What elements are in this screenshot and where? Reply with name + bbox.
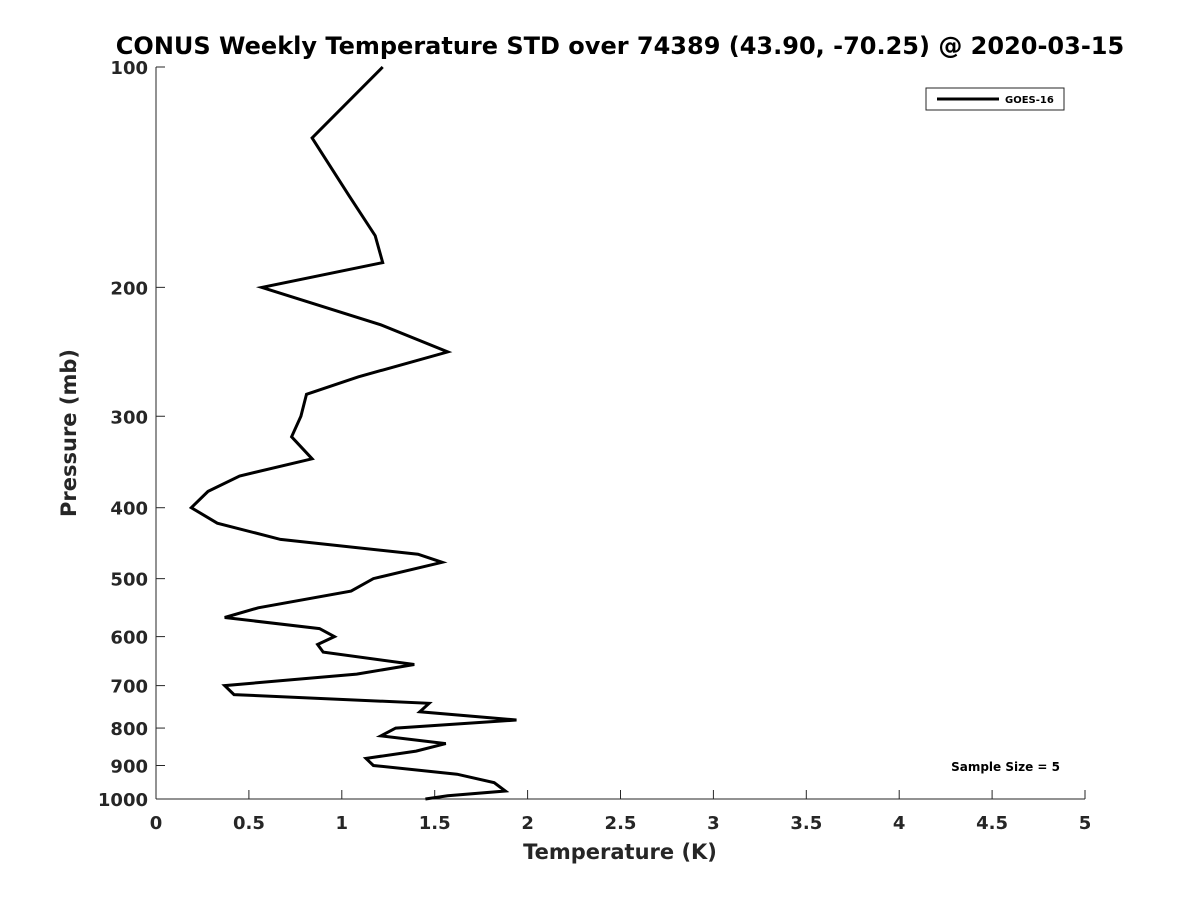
y-ticks: 100 200 300 400 500 600 700 800 900 1000 (98, 58, 165, 811)
y-tick-label: 900 (110, 757, 148, 778)
legend: GOES-16 (925, 87, 1065, 111)
x-tick-label: 5 (1079, 813, 1092, 834)
y-tick-label: 500 (110, 570, 148, 591)
y-axis-label: Pressure (mb) (57, 349, 81, 517)
x-tick-label: 3.5 (790, 813, 822, 834)
series-line-goes16 (188, 65, 517, 801)
x-tick-label: 0 (150, 813, 163, 834)
x-axis-label: Temperature (K) (523, 840, 717, 864)
x-tick-label: 4 (893, 813, 906, 834)
y-tick-label: 400 (110, 499, 148, 520)
y-tick-label: 300 (110, 407, 148, 428)
y-tick-label: 600 (110, 628, 148, 649)
chart-title: CONUS Weekly Temperature STD over 74389 … (116, 32, 1124, 60)
x-tick-label: 3 (707, 813, 720, 834)
x-tick-label: 1 (336, 813, 349, 834)
series-layer (188, 65, 517, 801)
x-ticks: 0 0.5 1 1.5 2 2.5 3 3.5 4 4.5 5 (150, 790, 1092, 834)
x-tick-label: 2.5 (605, 813, 637, 834)
plot-area: 0 0.5 1 1.5 2 2.5 3 3.5 4 4.5 5 100 200 300 400 500 600… (98, 58, 1091, 834)
y-tick-label: 1000 (98, 790, 148, 811)
y-tick-label: 800 (110, 719, 148, 740)
x-tick-label: 4.5 (976, 813, 1008, 834)
x-tick-label: 1.5 (419, 813, 451, 834)
legend-label-goes16: GOES-16 (1005, 95, 1054, 106)
y-tick-label: 100 (110, 58, 148, 79)
x-tick-label: 2 (521, 813, 534, 834)
sample-size-annotation: Sample Size = 5 (951, 760, 1060, 774)
y-tick-label: 200 (110, 278, 148, 299)
x-tick-label: 0.5 (233, 813, 265, 834)
y-tick-label: 700 (110, 677, 148, 698)
